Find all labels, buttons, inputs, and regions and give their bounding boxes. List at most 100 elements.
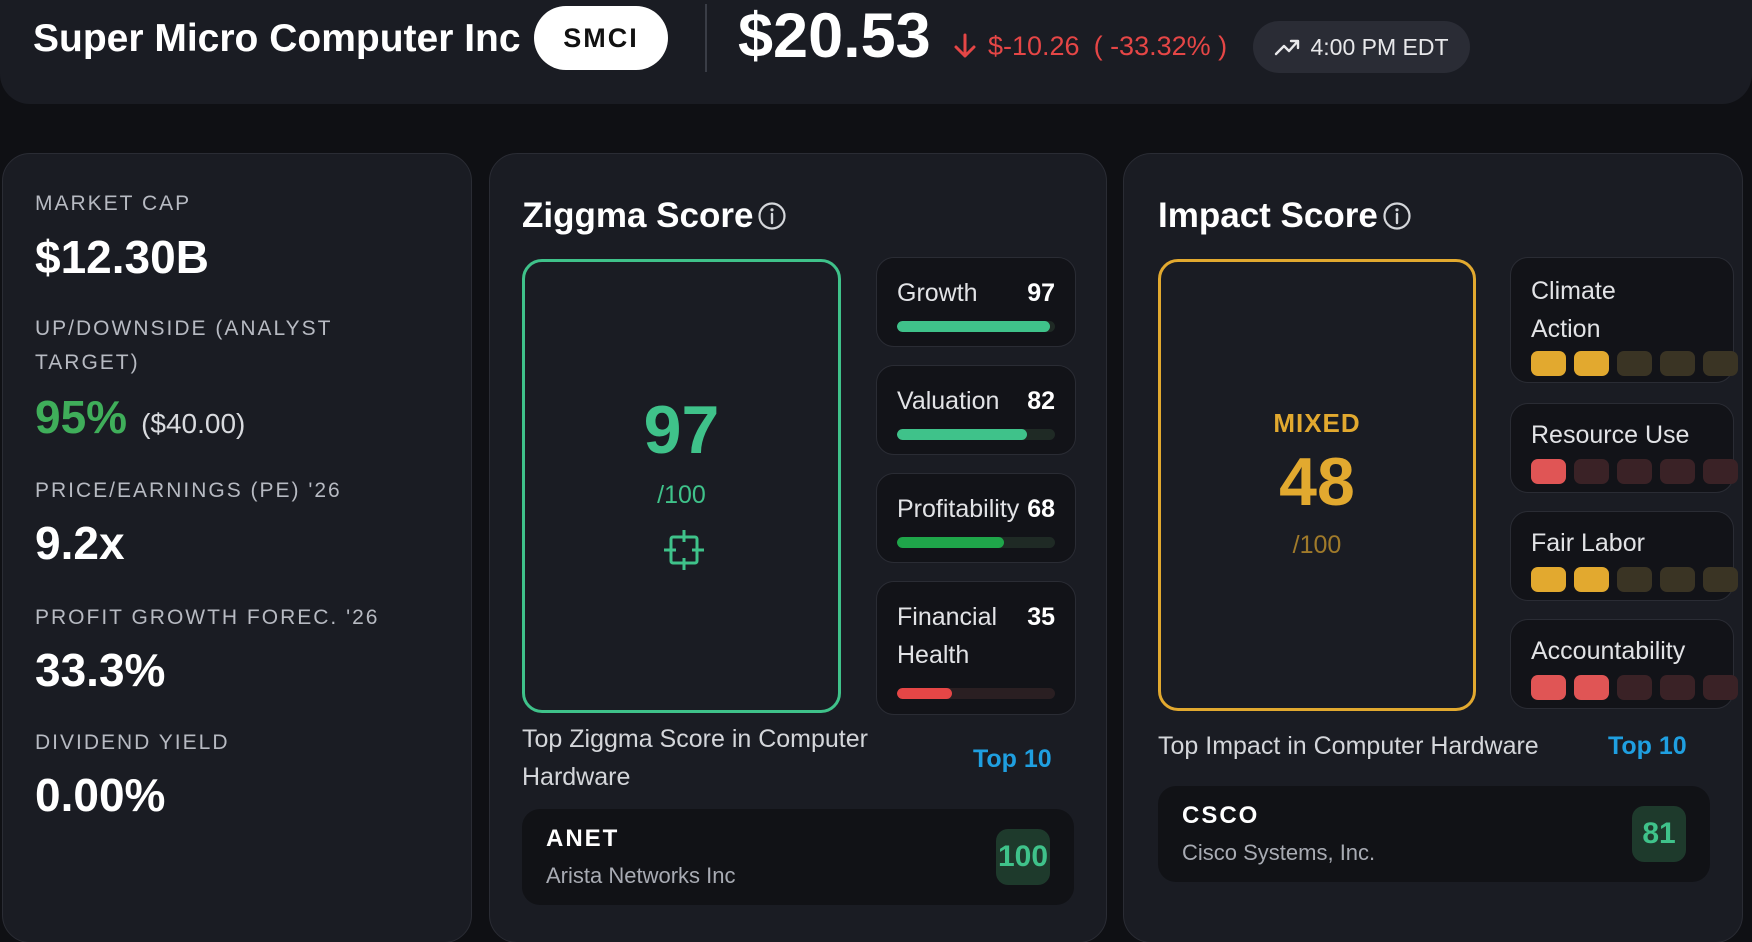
ziggma-peer-name: Arista Networks Inc	[546, 863, 736, 888]
subscore-growth-bar	[897, 321, 1055, 332]
subscore-financial-health-fill	[897, 688, 953, 699]
market-time-badge: 4:00 PM EDT	[1253, 21, 1470, 73]
subscore-profitability-bar	[897, 537, 1055, 548]
rating-dot	[1703, 675, 1738, 700]
subscore-valuation-fill	[897, 429, 1027, 440]
ziggma-score-max: /100	[657, 481, 706, 509]
impact-score-card: Impact Score MIXED 48 /100 Climate Actio…	[1123, 153, 1743, 942]
impact-fair-labor[interactable]: Fair Labor	[1510, 511, 1738, 601]
market-time: 4:00 PM EDT	[1310, 33, 1449, 60]
stock-price: $20.53	[738, 1, 931, 71]
subscore-valuation-value: 82	[1027, 387, 1055, 415]
impact-title-text: Impact Score	[1158, 196, 1378, 235]
subscore-financial-health-label-line2: Health	[897, 641, 970, 669]
subscore-valuation[interactable]: Valuation 82	[876, 365, 1076, 455]
quote-header: Super Micro Computer Inc SMCI $20.53 $-1…	[0, 0, 1752, 104]
ziggma-title: Ziggma Score	[522, 194, 787, 238]
impact-climate-action-label-line2: Action	[1531, 315, 1601, 343]
info-icon[interactable]	[757, 201, 787, 231]
impact-climate-action-label-line1: Climate	[1531, 277, 1616, 305]
impact-accountability[interactable]: Accountability	[1510, 619, 1738, 709]
rating-dot	[1531, 459, 1566, 484]
subscore-profitability[interactable]: Profitability 68	[876, 473, 1076, 563]
subscore-growth-value: 97	[1027, 279, 1055, 307]
chip-icon	[664, 530, 704, 570]
subscore-profitability-fill	[897, 537, 1005, 548]
subscore-growth-label: Growth	[897, 279, 978, 307]
impact-resource-use-label: Resource Use	[1531, 421, 1690, 449]
impact-peer-card[interactable]: CSCO Cisco Systems, Inc. 81	[1158, 786, 1710, 882]
ziggma-peer-ticker: ANET	[546, 825, 620, 852]
upside-label-line1: UP/DOWNSIDE (ANALYST	[35, 317, 333, 340]
subscore-profitability-label: Profitability	[897, 495, 1020, 523]
impact-peer-score: 81	[1632, 806, 1686, 862]
impact-score-max: /100	[1292, 531, 1342, 559]
rating-dot	[1703, 567, 1738, 592]
ziggma-top-caption-line1: Top Ziggma Score in Computer	[522, 725, 868, 753]
profit-growth-label: PROFIT GROWTH FOREC. '26	[35, 606, 380, 629]
impact-rating-label: MIXED	[1273, 408, 1361, 438]
upside-percent: 95%	[35, 391, 128, 443]
impact-fair-labor-label: Fair Labor	[1531, 529, 1645, 557]
pe-value: 9.2x	[35, 517, 125, 569]
ziggma-score-card: Ziggma Score 97 /100 Growth 97 Valuation…	[489, 153, 1107, 942]
profit-growth-value: 33.3%	[35, 644, 166, 696]
subscore-valuation-bar	[897, 429, 1055, 440]
subscore-valuation-label: Valuation	[897, 387, 1000, 415]
rating-dot	[1531, 675, 1566, 700]
rating-dot	[1660, 675, 1695, 700]
impact-peer-ticker: CSCO	[1182, 802, 1260, 829]
rating-dot	[1617, 459, 1652, 484]
analyst-target: ($40.00)	[141, 408, 246, 439]
market-cap-value: $12.30B	[35, 231, 209, 283]
price-change: $-10.26 ( -33.32% )	[952, 28, 1227, 64]
market-cap-label: MARKET CAP	[35, 192, 192, 215]
rating-dot	[1531, 351, 1566, 376]
impact-climate-action[interactable]: Climate Action	[1510, 257, 1738, 383]
impact-top-caption: Top Impact in Computer Hardware	[1158, 732, 1539, 760]
impact-title: Impact Score	[1158, 194, 1412, 238]
key-metrics-card: MARKET CAP $12.30B UP/DOWNSIDE (ANALYST …	[2, 153, 472, 942]
rating-dot	[1617, 351, 1652, 376]
impact-score-value: 48	[1279, 444, 1355, 520]
subscore-financial-health[interactable]: Financial Health 35	[876, 581, 1076, 715]
impact-score-box: MIXED 48 /100	[1158, 259, 1476, 711]
rating-dot	[1574, 675, 1609, 700]
trend-up-icon	[1275, 39, 1300, 56]
rating-dot	[1574, 351, 1609, 376]
rating-dot	[1660, 567, 1695, 592]
subscore-financial-health-label-line1: Financial	[897, 603, 998, 631]
subscore-growth-fill	[897, 321, 1051, 332]
rating-dot	[1617, 675, 1652, 700]
upside-label-line2: TARGET)	[35, 351, 140, 374]
impact-climate-action-rating	[1531, 351, 1746, 376]
rating-dot	[1660, 351, 1695, 376]
impact-resource-use[interactable]: Resource Use	[1510, 403, 1738, 493]
subscore-financial-health-value: 35	[1027, 603, 1055, 631]
subscore-financial-health-bar	[897, 688, 1055, 699]
rating-dot	[1703, 351, 1738, 376]
impact-accountability-label: Accountability	[1531, 637, 1686, 665]
price-change-absolute: $-10.26	[988, 31, 1080, 61]
info-icon[interactable]	[1382, 201, 1412, 231]
dividend-value: 0.00%	[35, 769, 166, 821]
ziggma-peer-card[interactable]: ANET Arista Networks Inc 100	[522, 809, 1074, 905]
arrow-down-icon	[954, 33, 976, 58]
ziggma-top10-link[interactable]: Top 10	[973, 745, 1052, 773]
ziggma-top-caption-line2: Hardware	[522, 763, 631, 791]
subscore-growth[interactable]: Growth 97	[876, 257, 1076, 347]
rating-dot	[1574, 459, 1609, 484]
rating-dot	[1531, 567, 1566, 592]
ziggma-peer-score: 100	[996, 829, 1050, 885]
rating-dot	[1617, 567, 1652, 592]
impact-top10-link[interactable]: Top 10	[1608, 732, 1687, 760]
rating-dot	[1574, 567, 1609, 592]
impact-resource-use-rating	[1531, 459, 1746, 484]
company-name: Super Micro Computer Inc	[33, 17, 521, 60]
ziggma-score-box: 97 /100	[522, 259, 841, 713]
ticker-badge[interactable]: SMCI	[534, 6, 668, 70]
rating-dot	[1703, 459, 1738, 484]
subscore-profitability-value: 68	[1027, 495, 1055, 523]
impact-fair-labor-rating	[1531, 567, 1746, 592]
ziggma-score-value: 97	[643, 392, 720, 468]
